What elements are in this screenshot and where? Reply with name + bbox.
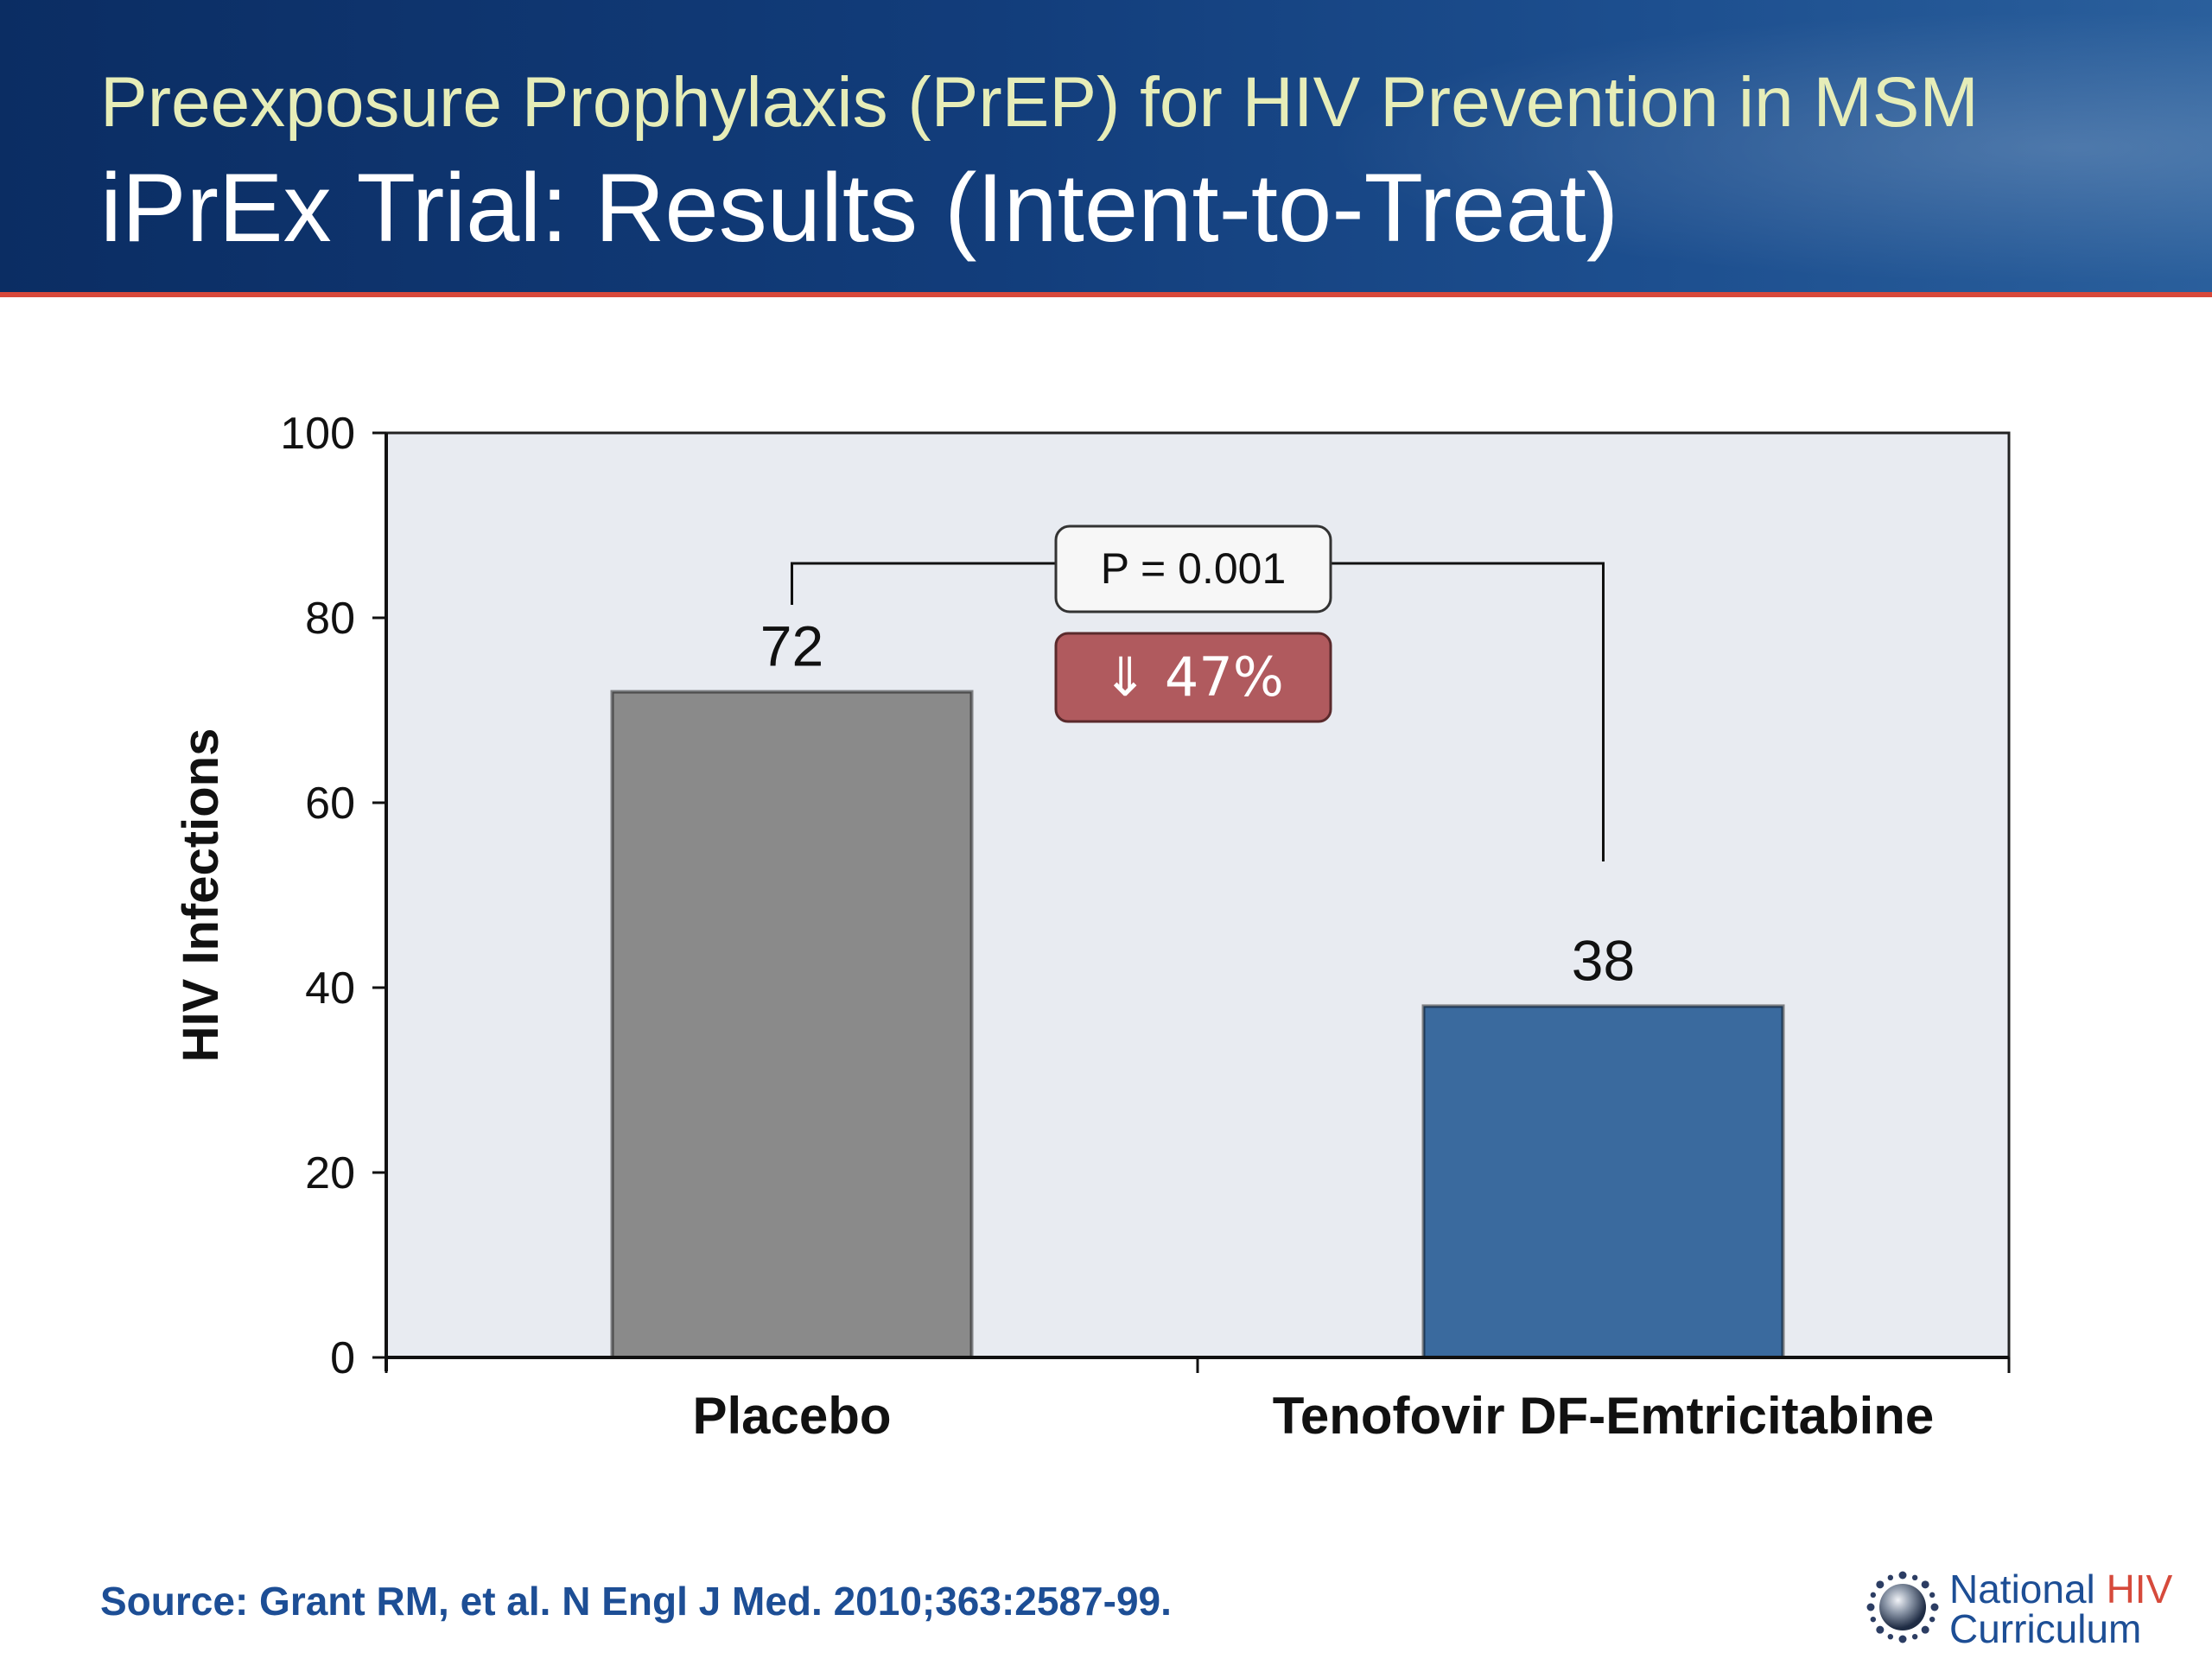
slide-subtitle: Preexposure Prophylaxis (PrEP) for HIV P…	[100, 63, 1979, 142]
bar-placebo	[610, 690, 974, 1359]
logo-dot	[1911, 1574, 1918, 1581]
logo-dot	[1898, 1571, 1907, 1580]
p-value-box	[1054, 524, 1332, 613]
logo-dot	[1866, 1603, 1875, 1611]
reduction-label: ⇓ 47%	[1103, 645, 1283, 709]
header-divider	[0, 292, 2212, 297]
logo-dot	[1921, 1625, 1929, 1634]
x-category-label: Placebo	[692, 1387, 891, 1445]
national-hiv-curriculum-logo: National HIV Curriculum	[1865, 1562, 2193, 1651]
logo-dot	[1887, 1574, 1894, 1581]
bracket-left	[791, 562, 1056, 605]
bracket-right	[1331, 562, 1605, 861]
logo-dot	[1930, 1603, 1939, 1611]
logo-dot	[1921, 1580, 1929, 1589]
p-value-label: P = 0.001	[1101, 544, 1287, 593]
logo-dot	[1887, 1633, 1894, 1640]
logo-word-hiv: HIV	[2106, 1567, 2173, 1611]
y-tick-label: 80	[305, 594, 355, 644]
y-tick-label: 60	[305, 779, 355, 829]
slide-title: iPrEx Trial: Results (Intent-to-Treat)	[100, 154, 1619, 262]
reduction-badge	[1054, 632, 1332, 723]
y-axis-title: HIV Infections	[173, 728, 229, 1063]
y-tick-label: 40	[305, 963, 355, 1014]
logo-dot	[1876, 1580, 1885, 1589]
logo-dot	[1876, 1625, 1885, 1634]
slide-header	[0, 0, 2212, 296]
logo-dot	[1870, 1616, 1877, 1623]
source-citation: Source: Grant RM, et al. N Engl J Med. 2…	[100, 1579, 1172, 1624]
logo-dot	[1929, 1592, 1936, 1599]
logo-line-2: Curriculum	[1949, 1606, 2142, 1651]
bar-tenofovir-df-emtricitabine	[1421, 1004, 1785, 1360]
logo-dot	[1911, 1633, 1918, 1640]
logo-dot	[1870, 1592, 1877, 1599]
bar-value-label: 72	[760, 614, 823, 678]
logo-dot	[1929, 1616, 1936, 1623]
x-category-label: Tenofovir DF-Emtricitabine	[1273, 1387, 1935, 1445]
header-sheen	[1262, 0, 2212, 296]
logo-word-national: National	[1949, 1567, 2107, 1611]
y-tick-label: 100	[280, 409, 355, 459]
y-tick-label: 20	[305, 1148, 355, 1198]
y-tick-label: 0	[330, 1333, 355, 1383]
bar-value-label: 38	[1572, 928, 1635, 992]
globe-icon	[1866, 1571, 1939, 1643]
logo-line-1: National HIV	[1949, 1566, 2172, 1612]
logo-dot	[1898, 1635, 1907, 1643]
